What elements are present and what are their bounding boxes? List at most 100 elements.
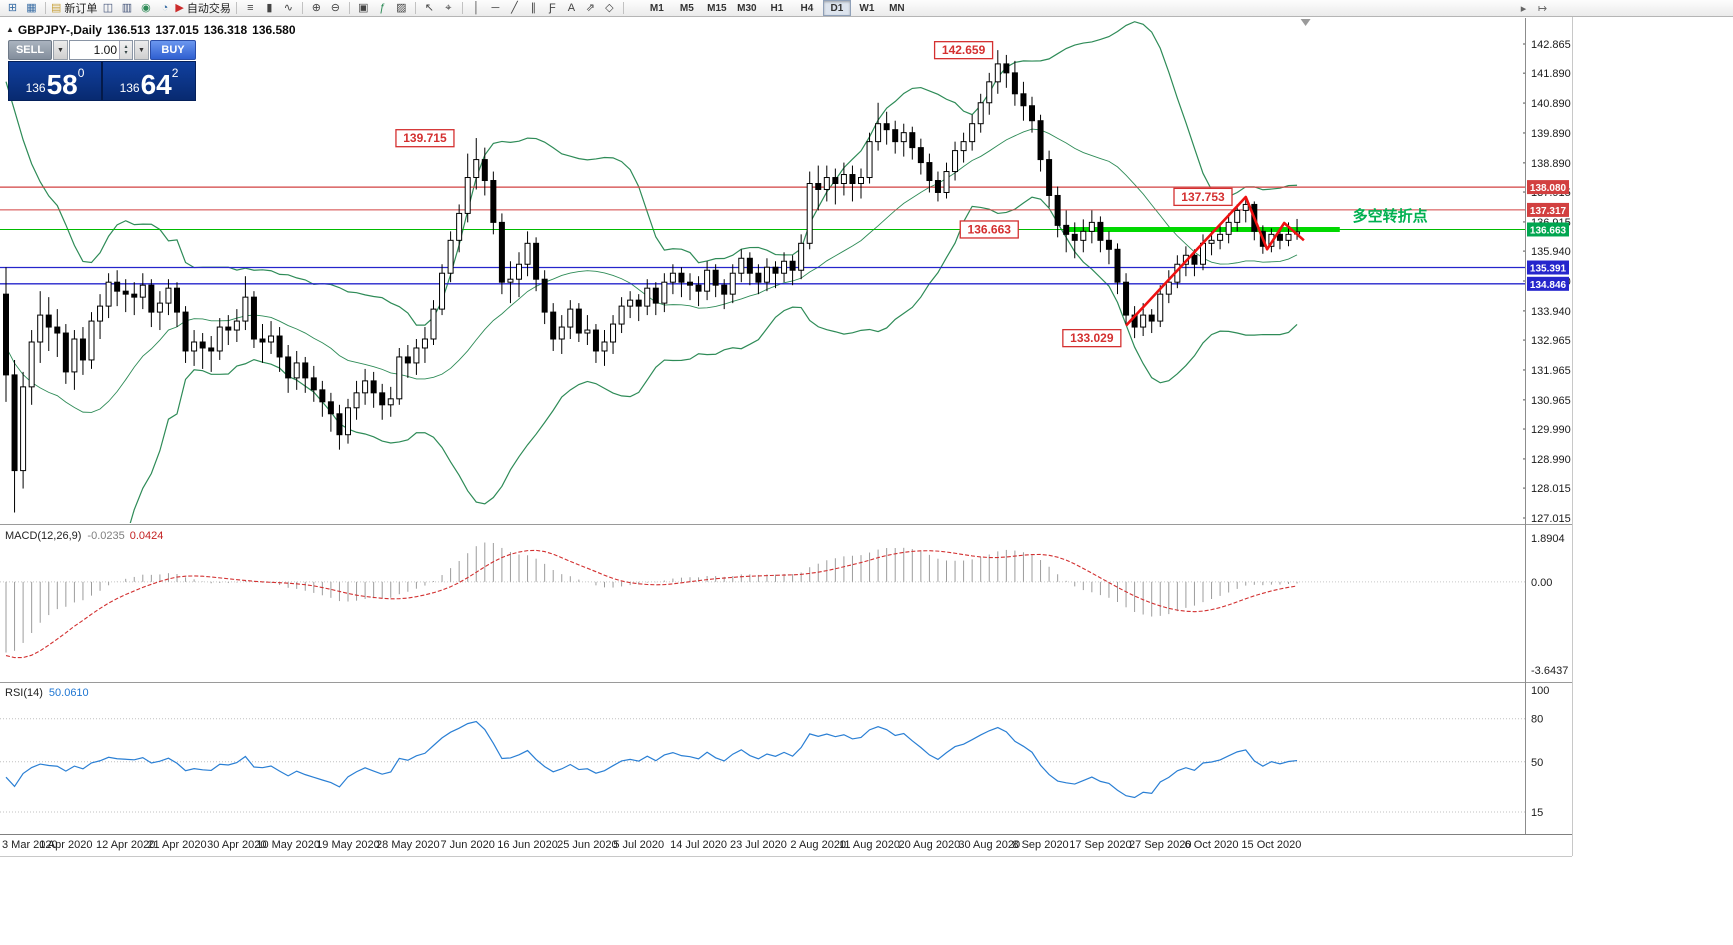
trend-zigzag-line[interactable] (1125, 195, 1305, 327)
macd-signal-value: 0.0424 (129, 530, 164, 542)
crosshair-icon: ⌖ (445, 1, 452, 14)
options-icon[interactable]: ◔ (156, 1, 173, 16)
svg-text:135.391: 135.391 (1530, 264, 1567, 275)
svg-text:131.965: 131.965 (1531, 365, 1571, 377)
svg-text:14 Jul 2020: 14 Jul 2020 (670, 839, 727, 851)
svg-text:128.990: 128.990 (1531, 454, 1571, 466)
chart-shift-marker[interactable] (1300, 19, 1311, 26)
svg-text:-3.6437: -3.6437 (1531, 665, 1568, 677)
candlestick-chart-icon[interactable]: ▮ (261, 1, 278, 16)
templates-icon: ▨ (396, 1, 407, 14)
ohlc-close: 136.580 (252, 23, 296, 37)
svg-text:136.663: 136.663 (968, 222, 1012, 236)
timeframe-h1[interactable]: H1 (770, 2, 784, 14)
svg-text:7 Jun 2020: 7 Jun 2020 (440, 839, 494, 851)
buy-dropdown-icon[interactable]: ▼ (134, 40, 149, 60)
vertical-line-icon[interactable]: │ (468, 1, 485, 16)
zoom-out-icon[interactable]: ⊖ (327, 1, 344, 16)
lot-spinner[interactable]: ▴ ▾ (119, 41, 132, 59)
timeframe-m1[interactable]: M1 (649, 2, 664, 14)
options-icon: ◔ (161, 1, 169, 14)
new-order-button[interactable]: ▤ 新订单 (51, 1, 97, 16)
svg-text:15 Oct 2020: 15 Oct 2020 (1241, 839, 1301, 851)
timeframe-group: M1 M5 M15 M30 H1 H4 D1 W1 MN (642, 0, 912, 16)
buy-price[interactable]: 136 64 2 (103, 62, 195, 100)
chart-shift-icon[interactable]: ↦ (1537, 2, 1548, 15)
rsi-line (5, 720, 1298, 799)
timeframe-m5[interactable]: M5 (679, 2, 694, 14)
svg-text:50: 50 (1531, 757, 1543, 769)
timeframe-w1[interactable]: W1 (859, 2, 875, 14)
fibonacci-icon: Ƒ (549, 1, 556, 14)
svg-text:142.659: 142.659 (942, 43, 986, 57)
cursor-icon: ↖ (424, 1, 434, 14)
rsi-value: 50.0610 (48, 687, 89, 699)
ohlc-low: 136.318 (203, 23, 248, 37)
templates-icon[interactable]: ▨ (393, 1, 410, 16)
macd-name-label: MACD(12,26,9) (5, 530, 82, 542)
svg-text:138.080: 138.080 (1530, 183, 1567, 194)
svg-text:127.015: 127.015 (1531, 513, 1571, 525)
market-watch-icon[interactable]: ◫ (99, 1, 116, 16)
horizontal-level-lines[interactable] (0, 186, 1526, 285)
bar-chart-icon[interactable]: ≡ (242, 1, 259, 16)
autotrading-button[interactable]: ▶ 自动交易 (175, 1, 230, 16)
svg-text:11 Aug 2020: 11 Aug 2020 (839, 839, 900, 851)
fibonacci-icon[interactable]: Ƒ (544, 1, 561, 16)
text-icon[interactable]: A (563, 1, 580, 16)
auto-scroll-icon[interactable]: ▸ (1520, 2, 1527, 15)
text-icon: A (567, 1, 576, 14)
chart-window: 139.715 142.659 136.663 133.029 137.753 多空转折点… (0, 17, 1733, 945)
svg-text:136.663: 136.663 (1530, 225, 1567, 236)
candles-layer (3, 50, 1301, 513)
macd-value: -0.0235 (87, 530, 125, 542)
price-axis: 142.865141.890140.890139.890138.890137.9… (1523, 39, 1571, 525)
one-click-trading-panel: SELL ▼ ▴▾ ▼ BUY 136 58 0 136 64 (8, 40, 196, 101)
market-watch-icon: ◫ (102, 1, 114, 14)
new-order-icon: ▤ (51, 1, 62, 14)
svg-text:129.990: 129.990 (1531, 424, 1571, 436)
new-order-button-label: 新订单 (64, 3, 98, 15)
svg-text:20 Aug 2020: 20 Aug 2020 (899, 839, 961, 851)
chart-profiles-icon[interactable]: ▦ (23, 1, 40, 16)
svg-text:80: 80 (1531, 714, 1543, 726)
chart-canvas[interactable]: 139.715 142.659 136.663 133.029 137.753 多空转折点… (0, 17, 1733, 945)
trendline-icon[interactable]: ╱ (506, 1, 523, 16)
line-chart-icon: ∿ (283, 1, 293, 14)
shapes-icon[interactable]: ◇ (601, 1, 618, 16)
timeframe-h4[interactable]: H4 (800, 2, 814, 14)
expert-advisors-icon[interactable]: ◉ (137, 1, 154, 16)
ohlc-high: 137.015 (155, 23, 199, 37)
indicators-icon[interactable]: ƒ (374, 1, 391, 16)
sell-dropdown-icon[interactable]: ▼ (53, 40, 68, 60)
bollinger-bands (5, 21, 1298, 523)
toolbar-separator (622, 2, 624, 14)
zoom-in-icon: ⊕ (311, 1, 321, 14)
line-chart-icon[interactable]: ∿ (280, 1, 297, 16)
cursor-icon[interactable]: ↖ (421, 1, 438, 16)
buy-button[interactable]: BUY (150, 40, 196, 60)
horizontal-line-icon[interactable]: ─ (487, 1, 504, 16)
new-chart-icon[interactable]: ⊞ (4, 1, 21, 16)
equidistant-channel-icon[interactable]: ∥ (525, 1, 542, 16)
timeframe-m15[interactable]: M15 (707, 2, 727, 14)
svg-text:23 Jul 2020: 23 Jul 2020 (730, 839, 787, 851)
price-divider (101, 62, 103, 100)
sell-price-pips: 58 (46, 69, 78, 100)
zoom-in-icon[interactable]: ⊕ (308, 1, 325, 16)
svg-text:17 Sep 2020: 17 Sep 2020 (1069, 839, 1131, 851)
toolbar-separator (301, 2, 303, 14)
timeframe-d1[interactable]: D1 (822, 0, 851, 16)
crosshair-icon[interactable]: ⌖ (440, 1, 457, 16)
lot-size-input[interactable] (70, 41, 119, 59)
sell-button[interactable]: SELL (8, 40, 52, 60)
arrow-icon: ⇗ (585, 1, 595, 14)
sell-price[interactable]: 136 58 0 (9, 62, 101, 100)
tile-windows-icon[interactable]: ▣ (355, 1, 372, 16)
arrow-icon[interactable]: ⇗ (582, 1, 599, 16)
chart-expand-icon[interactable]: ▲ (6, 25, 14, 34)
timeframe-mn[interactable]: MN (889, 2, 905, 14)
timeframe-m30[interactable]: M30 (737, 2, 757, 14)
data-window-icon[interactable]: ▥ (118, 1, 135, 16)
